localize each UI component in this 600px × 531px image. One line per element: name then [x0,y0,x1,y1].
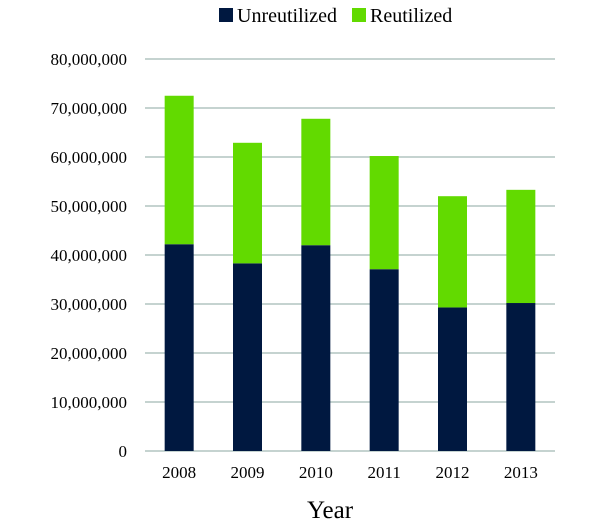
y-tick-label: 30,000,000 [51,295,128,314]
x-tick-label: 2010 [299,463,333,482]
x-tick-label: 2009 [231,463,265,482]
bar-unreutilized-2008 [164,244,194,451]
bar-unreutilized-2011 [369,269,399,451]
x-tick-label: 2012 [436,463,470,482]
bar-reutilized-2009 [233,142,262,264]
x-axis-ticks: 2008 2009 2010 2011 2012 2013 [162,463,538,482]
legend: Unreutilized Reutilized [219,5,452,27]
y-tick-label: 20,000,000 [51,344,128,363]
legend-swatch-reutilized [352,8,366,22]
bar-unreutilized-2009 [233,263,262,451]
legend-swatch-unreutilized [219,8,233,22]
y-axis-ticks: 0 10,000,000 20,000,000 30,000,000 40,000,00… [51,50,128,461]
y-tick-label: 10,000,000 [51,393,128,412]
y-tick-label: 50,000,000 [51,197,128,216]
x-tick-label: 2013 [504,463,538,482]
legend-label-unreutilized: Unreutilized [237,5,337,27]
bar-unreutilized-2010 [301,245,331,451]
legend-label-reutilized: Reutilized [370,5,452,27]
x-axis-label: Year [307,497,354,524]
bars [164,95,536,451]
bar-reutilized-2012 [438,196,467,308]
x-tick-label: 2008 [162,463,196,482]
x-tick-label: 2011 [367,463,400,482]
bar-reutilized-2010 [301,118,331,246]
y-tick-label: 40,000,000 [51,246,128,265]
bar-unreutilized-2013 [506,303,536,451]
gridlines [145,58,555,452]
y-tick-label: 80,000,000 [51,50,128,69]
bar-reutilized-2013 [506,189,536,304]
y-tick-label: 0 [119,442,128,461]
bar-reutilized-2011 [369,156,399,270]
y-tick-label: 60,000,000 [51,148,128,167]
bar-reutilized-2008 [164,95,194,245]
y-tick-label: 70,000,000 [51,99,128,118]
bar-unreutilized-2012 [438,307,467,451]
